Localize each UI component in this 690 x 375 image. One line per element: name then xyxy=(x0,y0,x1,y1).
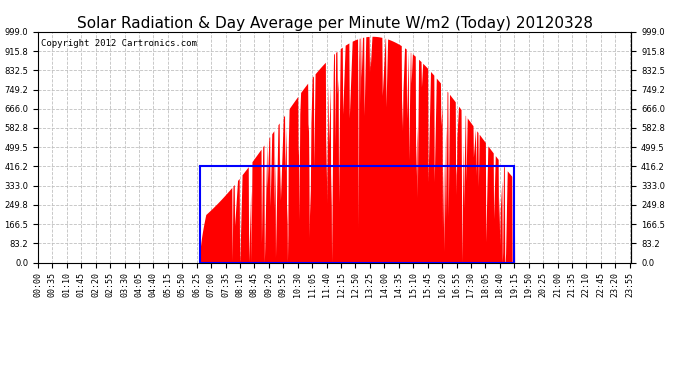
Bar xyxy=(199,166,514,262)
Title: Solar Radiation & Day Average per Minute W/m2 (Today) 20120328: Solar Radiation & Day Average per Minute… xyxy=(77,16,593,31)
Text: Copyright 2012 Cartronics.com: Copyright 2012 Cartronics.com xyxy=(41,39,197,48)
